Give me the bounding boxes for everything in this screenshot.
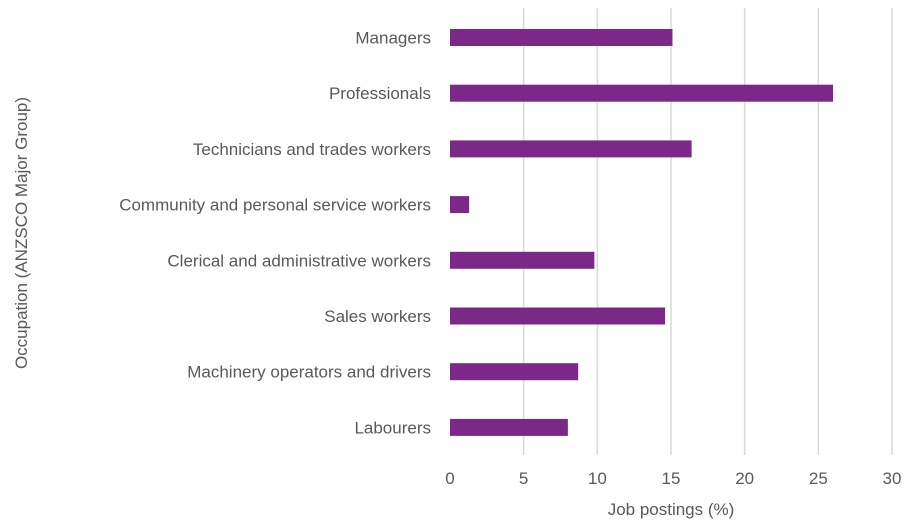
category-label: Sales workers (324, 307, 431, 326)
category-label: Technicians and trades workers (193, 140, 431, 159)
category-label: Community and personal service workers (119, 196, 431, 215)
category-label: Machinery operators and drivers (187, 363, 431, 382)
bar (450, 252, 594, 269)
x-tick-label: 0 (445, 469, 454, 488)
bar (450, 363, 578, 380)
category-label: Professionals (329, 84, 431, 103)
bar (450, 140, 692, 157)
bars (450, 29, 833, 436)
bar (450, 419, 568, 436)
y-axis-title: Occupation (ANZSCO Major Group) (12, 97, 31, 369)
x-tick-label: 25 (809, 469, 828, 488)
x-tick-label: 15 (662, 469, 681, 488)
bar (450, 196, 469, 213)
category-label: Labourers (354, 418, 431, 437)
category-label: Managers (355, 29, 431, 48)
bar (450, 29, 672, 46)
category-labels: Managers Professionals Technicians and tra… (119, 29, 431, 438)
category-label: Clerical and administrative workers (167, 251, 431, 270)
x-tick-labels: 0 5 10 15 20 25 30 (445, 469, 901, 488)
gridlines (524, 8, 892, 455)
x-tick-label: 20 (735, 469, 754, 488)
x-tick-label: 5 (519, 469, 528, 488)
bar (450, 308, 665, 325)
x-tick-label: 30 (883, 469, 902, 488)
x-axis-title: Job postings (%) (608, 500, 735, 519)
bar (450, 85, 833, 102)
x-tick-label: 10 (588, 469, 607, 488)
